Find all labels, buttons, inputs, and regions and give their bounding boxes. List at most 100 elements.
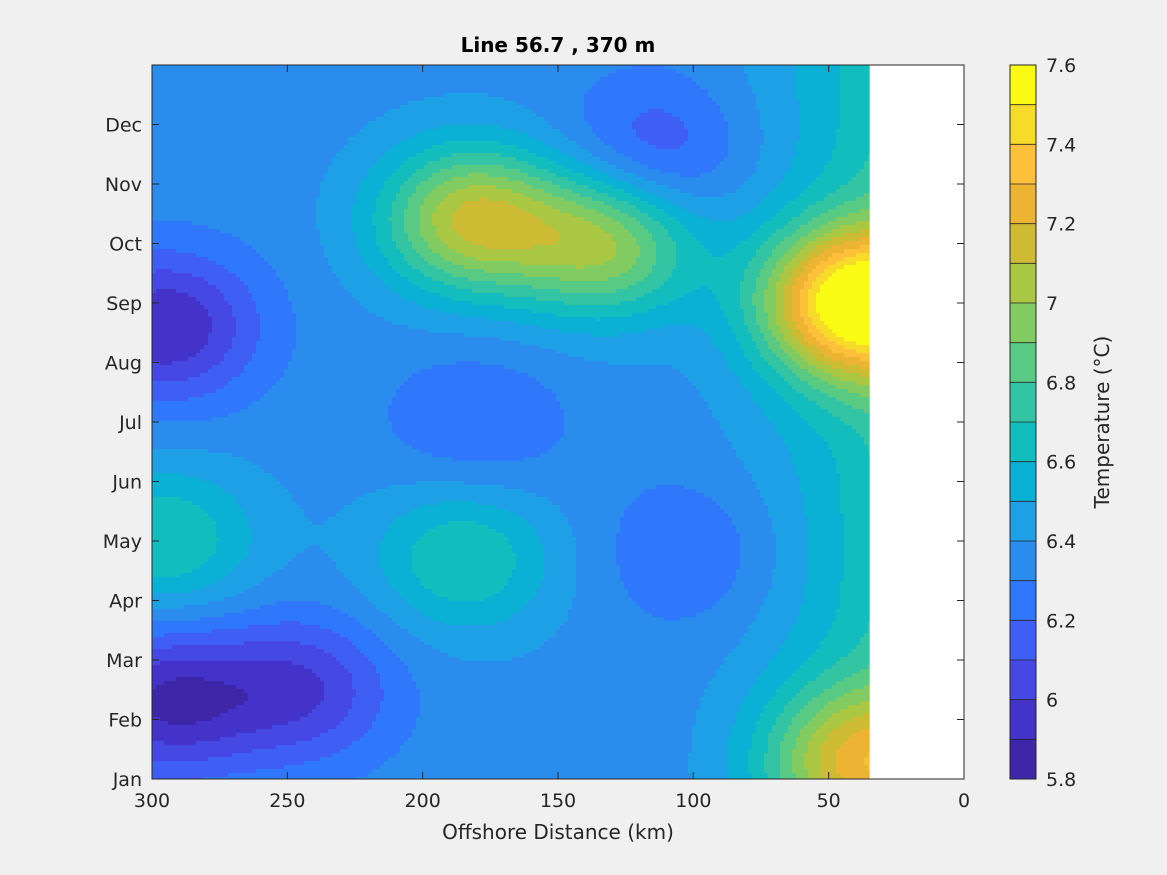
field-cell [248, 737, 252, 741]
field-cell [240, 265, 244, 269]
field-cell [204, 161, 208, 165]
field-cell [160, 485, 164, 489]
field-cell [260, 621, 264, 625]
field-cell [152, 601, 156, 605]
field-cell [252, 697, 256, 701]
field-cell [228, 193, 232, 197]
field-cell [156, 349, 160, 353]
field-cell [248, 765, 252, 769]
field-cell [192, 293, 196, 297]
field-cell [204, 245, 208, 249]
field-cell [216, 605, 220, 609]
field-cell [224, 261, 228, 265]
field-cell [212, 265, 216, 269]
field-cell [196, 769, 200, 773]
field-cell [180, 349, 184, 353]
field-cell [176, 141, 180, 145]
field-cell [180, 441, 184, 445]
field-cell [256, 185, 260, 189]
field-cell [224, 437, 228, 441]
field-cell [180, 305, 184, 309]
field-cell [160, 713, 164, 717]
field-cell [152, 373, 156, 377]
field-cell [244, 73, 248, 77]
field-cell [244, 337, 248, 341]
field-cell [232, 473, 236, 477]
field-cell [260, 365, 264, 369]
field-cell [192, 481, 196, 485]
field-cell [204, 413, 208, 417]
field-cell [240, 213, 244, 217]
field-cell [220, 557, 224, 561]
field-cell [180, 529, 184, 533]
field-cell [184, 549, 188, 553]
field-cell [212, 629, 216, 633]
field-cell [172, 349, 176, 353]
field-cell [212, 181, 216, 185]
field-cell [152, 645, 156, 649]
field-cell [224, 721, 228, 725]
field-cell [252, 709, 256, 713]
field-cell [168, 513, 172, 517]
field-cell [180, 197, 184, 201]
field-cell [212, 365, 216, 369]
field-cell [244, 269, 248, 273]
field-cell [196, 329, 200, 333]
field-cell [240, 257, 244, 261]
field-cell [200, 677, 204, 681]
field-cell [204, 749, 208, 753]
field-cell [224, 225, 228, 229]
field-cell [184, 201, 188, 205]
field-cell [184, 673, 188, 677]
field-cell [152, 297, 156, 301]
field-cell [200, 689, 204, 693]
field-cell [248, 709, 252, 713]
field-cell [232, 577, 236, 581]
field-cell [260, 449, 264, 453]
field-cell [156, 297, 160, 301]
field-cell [164, 189, 168, 193]
field-cell [248, 661, 252, 665]
field-cell [228, 741, 232, 745]
field-cell [152, 289, 156, 293]
field-cell [252, 97, 256, 101]
field-cell [176, 593, 180, 597]
field-cell [224, 193, 228, 197]
field-cell [228, 453, 232, 457]
field-cell [252, 597, 256, 601]
field-cell [240, 145, 244, 149]
field-cell [232, 421, 236, 425]
field-cell [204, 653, 208, 657]
field-cell [196, 493, 200, 497]
field-cell [260, 445, 264, 449]
field-cell [240, 481, 244, 485]
field-cell [216, 197, 220, 201]
field-cell [224, 589, 228, 593]
field-cell [256, 573, 260, 577]
field-cell [164, 761, 168, 765]
field-cell [236, 489, 240, 493]
field-cell [216, 549, 220, 553]
field-cell [172, 169, 176, 173]
field-cell [192, 525, 196, 529]
field-cell [232, 489, 236, 493]
field-cell [220, 529, 224, 533]
field-cell [180, 721, 184, 725]
field-cell [164, 337, 168, 341]
field-cell [172, 641, 176, 645]
field-cell [160, 277, 164, 281]
field-cell [176, 365, 180, 369]
field-cell [204, 293, 208, 297]
field-cell [220, 329, 224, 333]
field-cell [204, 333, 208, 337]
field-cell [156, 317, 160, 321]
field-cell [216, 553, 220, 557]
field-cell [200, 733, 204, 737]
field-cell [216, 301, 220, 305]
field-cell [244, 645, 248, 649]
field-cell [168, 653, 172, 657]
field-cell [252, 653, 256, 657]
field-cell [172, 673, 176, 677]
field-cell [252, 105, 256, 109]
field-cell [172, 461, 176, 465]
